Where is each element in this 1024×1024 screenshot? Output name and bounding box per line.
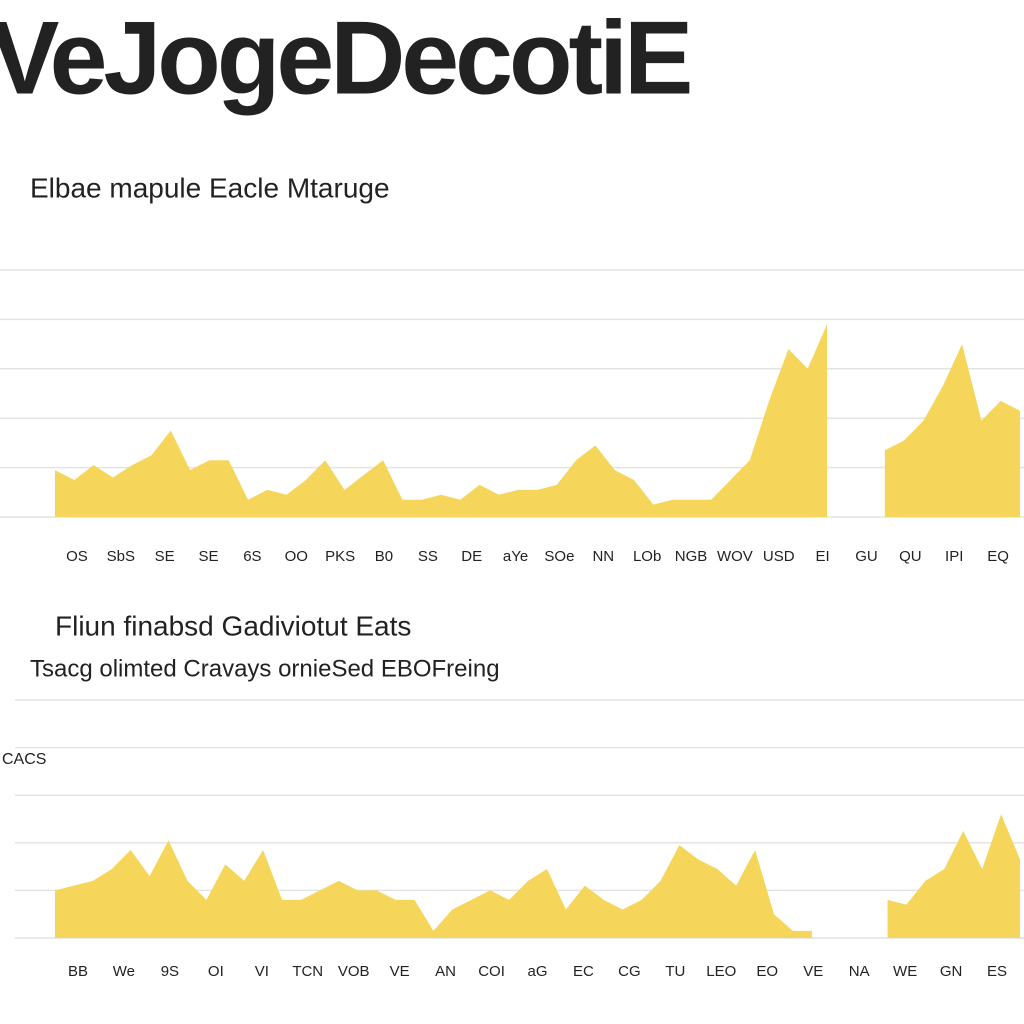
x-tick-label: OO [285,548,308,565]
x-tick-label: VOB [338,963,370,980]
x-tick-label: AN [435,963,456,980]
x-tick-label: aG [527,963,547,980]
x-tick-label: NA [849,963,870,980]
x-tick-label: DE [461,548,482,565]
x-tick-label: PKS [325,548,355,565]
x-tick-label: VE [390,963,410,980]
area [55,324,1020,517]
x-tick-label: SE [199,548,219,565]
x-tick-label: WOV [717,548,753,565]
x-tick-label: WE [893,963,917,980]
x-tick-label: EQ [987,548,1009,565]
chart-title: Fliun finabsd Gadiviotut Eats [55,610,411,641]
x-tick-label: We [113,963,135,980]
x-tick-label: USD [763,548,795,565]
page-title: VeJogeDecotiE [0,0,690,116]
x-tick-label: COI [478,963,505,980]
x-tick-label: LEO [706,963,736,980]
x-tick-label: BB [68,963,88,980]
x-tick-label: SbS [107,548,135,565]
x-tick-label: QU [899,548,922,565]
x-tick-label: SOe [544,548,574,565]
x-tick-label: 6S [243,548,261,565]
x-tick-label: aYe [503,548,528,565]
x-tick-label: EC [573,963,594,980]
x-tick-label: IPI [945,548,963,565]
x-tick-label: GU [855,548,878,565]
x-tick-label: OI [208,963,224,980]
x-tick-label: SS [418,548,438,565]
x-tick-label: LOb [633,548,661,565]
chart-title: Elbae mapule Eacle Mtaruge [30,172,390,203]
x-tick-label: OS [66,548,88,565]
x-tick-label: ES [987,963,1007,980]
x-tick-label: 9S [161,963,179,980]
x-tick-label: SE [155,548,175,565]
x-tick-label: NGB [675,548,708,565]
area [55,814,1020,938]
x-tick-label: VE [803,963,823,980]
x-tick-label: TU [665,963,685,980]
x-tick-label: NN [592,548,614,565]
x-tick-label: B0 [375,548,393,565]
chart-subtitle: Tsacg olimted Cravays ornieSed EBOFreing [30,655,500,682]
x-tick-label: CG [618,963,641,980]
x-tick-label: TCN [292,963,323,980]
x-tick-label: GN [940,963,963,980]
x-tick-label: VI [255,963,269,980]
x-tick-label: EO [756,963,778,980]
y-axis-label: CACS [2,751,46,768]
x-tick-label: EI [816,548,830,565]
